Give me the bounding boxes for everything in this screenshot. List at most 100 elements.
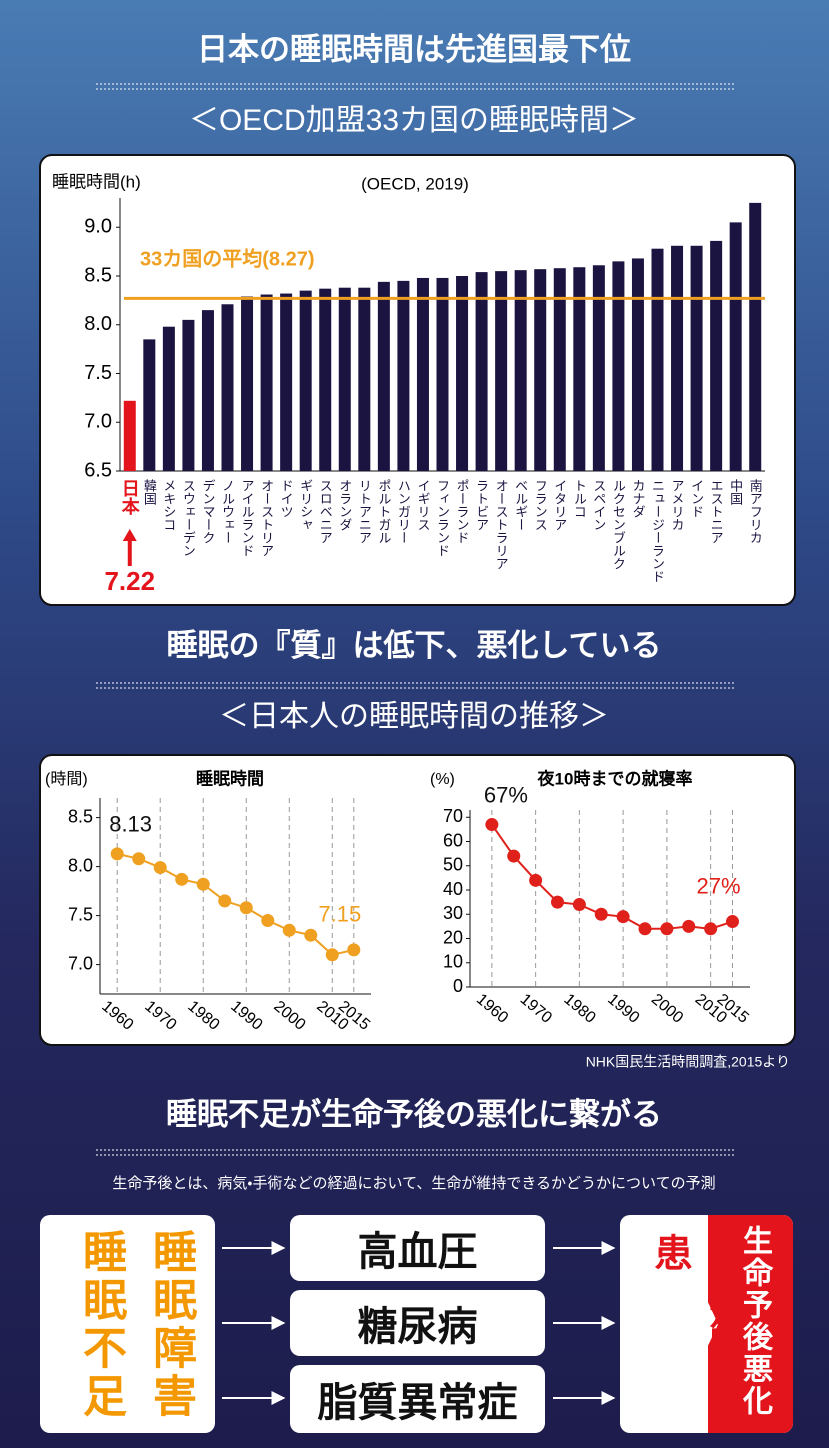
chart-subtitle: (OECD, 2019) xyxy=(361,174,469,193)
y-tick-label: 6.5 xyxy=(84,459,112,481)
y-tick-label: 20 xyxy=(443,927,463,947)
y-tick-label: 0 xyxy=(453,976,463,996)
x-tick-label: 日本 xyxy=(120,479,141,516)
x-tick-label: トルコ xyxy=(572,479,587,518)
data-point xyxy=(638,922,652,936)
bar xyxy=(280,293,293,471)
value-label: 7.22 xyxy=(104,566,155,596)
data-point xyxy=(261,914,275,927)
x-tick-label: オランダ xyxy=(337,479,352,531)
y-axis-label: 睡眠時間(h) xyxy=(52,172,141,191)
cause: 睡眠障害 xyxy=(146,1229,195,1421)
y-axis-label: (%) xyxy=(430,771,455,788)
x-tick-label: オーストラリア xyxy=(494,479,509,570)
bar xyxy=(221,304,234,471)
y-tick-label: 10 xyxy=(443,952,463,972)
y-tick-label: 8.0 xyxy=(84,313,112,335)
bar xyxy=(397,280,410,471)
x-tick-label: ニュージーランド xyxy=(650,479,665,583)
x-tick-label: スウェーデン xyxy=(181,479,196,557)
value-label: 27% xyxy=(696,873,740,898)
section-title: 睡眠不足が生命予後の悪化に繋がる xyxy=(166,1097,662,1132)
bar xyxy=(729,222,742,471)
x-tick-label: イタリア xyxy=(552,479,567,531)
bar xyxy=(377,281,390,471)
bar xyxy=(241,296,254,471)
bar xyxy=(671,245,684,471)
data-point xyxy=(196,877,210,891)
x-tick-label: スペイン xyxy=(591,479,606,531)
data-point xyxy=(572,898,586,912)
data-point xyxy=(110,847,124,861)
data-point xyxy=(325,948,339,962)
chart-title: 夜10時までの就寝率 xyxy=(537,768,693,788)
bar xyxy=(358,287,371,471)
bar xyxy=(416,277,429,471)
y-tick-label: 7.0 xyxy=(84,411,112,433)
condition: 糖尿病 xyxy=(290,1290,545,1356)
bar xyxy=(299,290,312,471)
x-tick-label: メキシコ xyxy=(161,479,176,531)
x-tick-label: リトアニア xyxy=(357,479,372,544)
data-point xyxy=(616,910,630,924)
bar xyxy=(319,288,332,471)
arrow-head xyxy=(122,529,137,541)
outcome-box: 心血管疾患 生命予後悪化 xyxy=(620,1215,793,1433)
data-point xyxy=(529,873,543,887)
bar xyxy=(749,202,762,471)
data-point xyxy=(704,922,718,936)
data-point xyxy=(218,894,232,908)
page-title: 日本の睡眠時間は先進国最下位 xyxy=(197,32,631,67)
bar xyxy=(475,272,488,471)
source: NHK国民生活時間調査,2015より xyxy=(586,1054,790,1070)
x-tick-label: ラトビア xyxy=(474,479,489,531)
arrows xyxy=(222,1241,616,1405)
x-tick-label: カナダ xyxy=(630,479,645,518)
y-tick-label: 8.5 xyxy=(68,806,93,826)
chart-panel xyxy=(39,754,796,1046)
x-tick-label: ドイツ xyxy=(279,479,294,518)
y-tick-label: 70 xyxy=(443,806,463,826)
bar xyxy=(534,269,547,471)
data-point xyxy=(682,919,696,933)
data-point xyxy=(282,923,296,937)
bar xyxy=(162,326,175,471)
bar xyxy=(553,268,566,471)
bar xyxy=(182,319,195,471)
x-tick-label: オーストリア xyxy=(259,479,274,557)
result: 生命予後悪化 xyxy=(738,1225,771,1417)
data-point xyxy=(507,849,521,863)
data-point xyxy=(726,915,739,929)
bar xyxy=(612,261,625,471)
bar xyxy=(338,287,351,471)
bar xyxy=(690,245,703,471)
data-point xyxy=(347,943,361,957)
data-point xyxy=(175,872,189,886)
page-subtitle: ＜OECD加盟33カ国の睡眠時間＞ xyxy=(189,104,639,137)
x-tick-label: スロベニア xyxy=(318,479,333,544)
x-tick-label: 南アフリカ xyxy=(748,478,763,544)
bar xyxy=(651,248,664,471)
bar xyxy=(456,276,469,471)
x-tick-label: ハンガリー xyxy=(396,479,411,544)
y-tick-label: 8.0 xyxy=(68,855,93,875)
x-tick-label: 中国 xyxy=(728,479,743,505)
x-tick-label: デンマーク xyxy=(200,479,215,544)
note: 生命予後とは、病気・手術などの経過において、生命が維持できるかどうかについての予… xyxy=(112,1175,715,1192)
bar xyxy=(143,339,156,471)
bar xyxy=(436,277,449,471)
bar xyxy=(260,294,273,471)
x-tick-label: アメリカ xyxy=(670,479,685,531)
bar xyxy=(573,267,586,471)
x-tick-label: ポルトガル xyxy=(376,479,391,544)
data-point xyxy=(132,852,146,866)
section-subtitle: ＜日本人の睡眠時間の推移＞ xyxy=(219,700,609,733)
y-tick-label: 8.5 xyxy=(84,264,112,286)
y-tick-label: 30 xyxy=(443,903,463,923)
x-tick-label: エストニア xyxy=(709,479,724,544)
x-tick-label: ベルギー xyxy=(513,479,528,531)
bar xyxy=(514,270,527,471)
x-tick-label: 韓国 xyxy=(142,479,157,505)
condition: 高血圧 xyxy=(290,1215,545,1281)
